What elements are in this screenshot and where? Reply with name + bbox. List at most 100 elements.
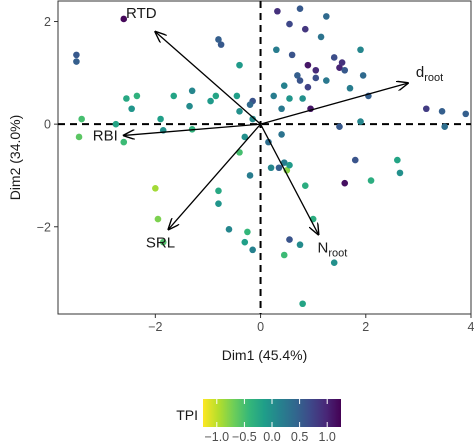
data-point [288, 51, 296, 59]
data-point [312, 74, 320, 82]
data-point [215, 187, 222, 195]
vector-rbi [124, 123, 261, 135]
data-point [299, 300, 306, 308]
data-point [336, 123, 343, 131]
data-point [241, 133, 249, 141]
data-point [270, 92, 278, 100]
data-point [280, 82, 288, 89]
data-point [462, 110, 470, 118]
data-point [274, 7, 281, 15]
data-point [225, 226, 233, 233]
vector-d-root [260, 83, 408, 125]
data-point [233, 92, 241, 100]
y-axis-title: Dim2 (34.0%) [7, 115, 23, 201]
legend-title: TPI [176, 407, 198, 423]
data-point [278, 105, 285, 113]
vector-label-main: RTD [126, 5, 157, 22]
data-point [294, 72, 301, 79]
data-point [152, 184, 159, 192]
data-point [212, 92, 220, 100]
data-point [323, 77, 330, 84]
data-point [280, 251, 288, 259]
data-point [249, 246, 256, 254]
data-point [438, 108, 446, 115]
y-tick-label: 0 [44, 118, 51, 132]
axis-ticks: −2 0 2 4 −2 0 2 [37, 15, 474, 334]
data-point [267, 164, 275, 172]
data-point [330, 259, 338, 266]
colorbar-ticks: −1.0 −0.5 0.0 0.5 1.0 [204, 399, 336, 444]
colorbar-tick-label: 0.0 [263, 430, 280, 444]
vector-label-main: N [318, 239, 329, 256]
plot-panel [57, 0, 472, 315]
data-point [346, 84, 354, 92]
data-point [128, 105, 135, 113]
vector-label-subscript: root [424, 72, 443, 84]
data-point [280, 159, 288, 166]
vector-rtd [155, 32, 261, 125]
data-point [73, 51, 80, 59]
data-point [186, 102, 193, 110]
vector-label-rtd: RTD [126, 5, 157, 22]
data-point [120, 138, 128, 146]
vector-label-n-root: Nroot [318, 239, 348, 259]
data-point [244, 228, 251, 236]
data-point [246, 101, 254, 108]
data-point [304, 83, 312, 91]
data-point [341, 179, 349, 187]
vector-label-srl: SRL [146, 234, 175, 251]
data-point [441, 123, 448, 131]
x-tick-label: 0 [257, 320, 264, 334]
data-point [120, 15, 128, 23]
data-point [215, 200, 222, 207]
data-point [330, 54, 338, 61]
data-point [133, 92, 141, 100]
data-point [273, 46, 280, 54]
colorbar-tick-label: −1.0 [204, 430, 229, 444]
data-point [359, 72, 367, 79]
data-point [78, 115, 85, 123]
data-point [296, 241, 304, 249]
reference-lines [58, 1, 471, 314]
data-point [157, 115, 164, 123]
data-point [357, 118, 364, 125]
data-point [159, 238, 167, 246]
data-point [341, 66, 349, 74]
data-point [249, 115, 256, 123]
data-point [304, 61, 312, 69]
data-point [170, 92, 178, 100]
data-point [236, 61, 243, 69]
data-point [286, 95, 293, 102]
vector-label-main: SRL [146, 234, 175, 251]
colorbar-tick-label: 1.0 [319, 430, 336, 444]
vector-label-rbi: RBI [93, 127, 118, 144]
data-point [422, 105, 430, 113]
vector-label-d-root: droot [416, 64, 443, 84]
data-point [296, 5, 304, 12]
x-tick-label: 2 [362, 320, 369, 334]
data-point [367, 177, 375, 184]
data-point [123, 95, 130, 102]
x-tick-label: 4 [468, 320, 474, 334]
data-point [241, 238, 249, 246]
x-tick-label: −2 [148, 320, 162, 334]
data-point [75, 133, 83, 141]
data-point [301, 25, 309, 33]
data-point [286, 236, 293, 243]
data-point [286, 20, 293, 28]
vector-label-main: RBI [93, 127, 118, 144]
data-point [215, 36, 222, 43]
data-point [73, 58, 80, 65]
scatter-points [73, 5, 470, 308]
data-point [317, 33, 325, 41]
data-point [275, 164, 283, 172]
vector-n-root [259, 123, 319, 234]
tpi-colorbar-legend: TPI −1.0 −0.5 0.0 0.5 1.0 [176, 399, 341, 444]
colorbar-tick-label: −0.5 [232, 430, 257, 444]
vector-label-subscript: root [328, 247, 347, 259]
data-point [217, 41, 225, 48]
loading-vectors: RTD droot RBI SRL Nroot [93, 5, 443, 260]
data-point [286, 161, 293, 169]
data-point [299, 95, 306, 102]
